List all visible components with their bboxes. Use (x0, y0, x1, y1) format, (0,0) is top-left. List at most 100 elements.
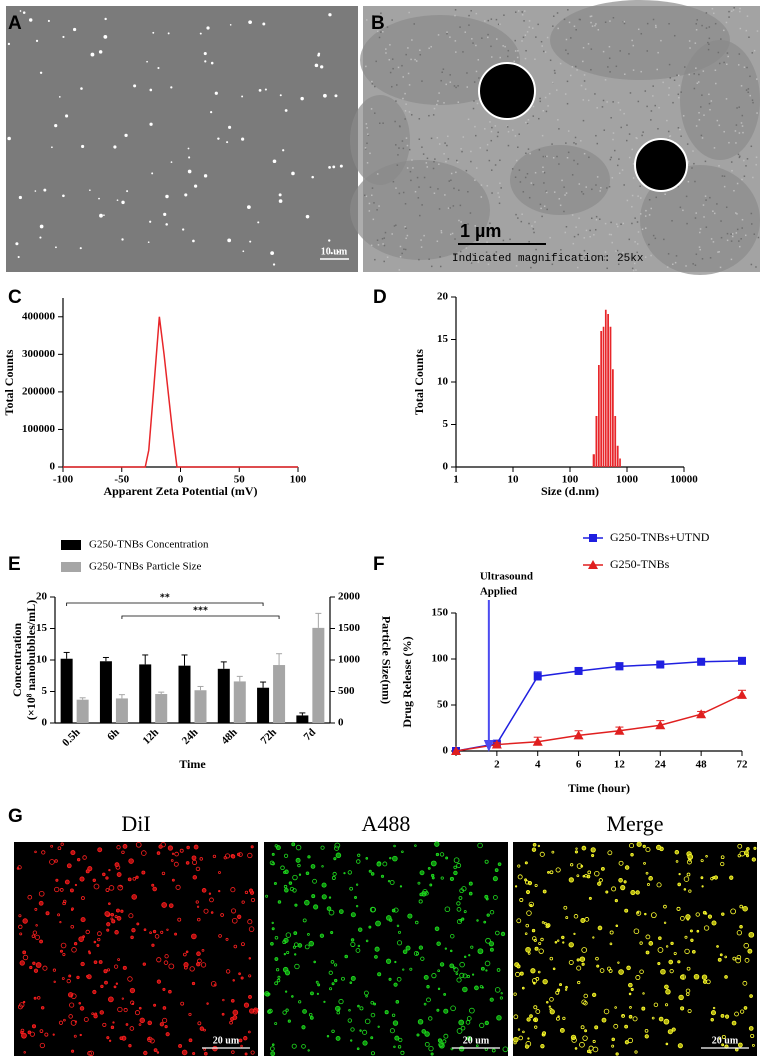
bubble-signal (237, 852, 241, 857)
bar (217, 668, 230, 723)
tem-grain (447, 207, 450, 209)
bubble-signal (396, 924, 400, 928)
tem-grain (433, 192, 436, 195)
bubble-signal (636, 911, 640, 914)
bubble-signal (417, 1019, 424, 1025)
tem-grain (551, 143, 553, 145)
bubble-signal (22, 918, 28, 924)
tem-grain (406, 234, 409, 237)
tem-grain (718, 62, 721, 65)
bubble-signal (147, 1037, 151, 1041)
bubble-signal (562, 1016, 566, 1020)
bubble-signal (577, 980, 581, 985)
bubble-signal (328, 970, 333, 975)
particle (43, 188, 47, 192)
bubble-signal (634, 1050, 638, 1054)
bubble-signal (55, 878, 59, 882)
tem-grain (374, 258, 376, 261)
tem-grain (576, 69, 578, 71)
tem-grain (573, 142, 575, 144)
bubble-signal (423, 974, 429, 980)
particle (249, 240, 252, 243)
bubble-signal (161, 871, 166, 876)
particle (22, 11, 26, 14)
bar (595, 416, 598, 467)
tem-grain (538, 149, 541, 151)
tem-grain (610, 221, 612, 224)
bubble-signal (428, 1045, 434, 1052)
particle (334, 94, 338, 98)
bubble-signal (243, 1002, 250, 1008)
tem-grain (441, 71, 443, 73)
tem-grain (486, 143, 489, 146)
y-tick-label: 200000 (22, 385, 56, 397)
bubble-signal (131, 894, 138, 900)
bar (155, 694, 168, 723)
tem-grain (472, 253, 474, 256)
tem-grain (709, 108, 711, 111)
bubble-signal (106, 968, 111, 972)
bubble-signal (285, 932, 292, 938)
tem-grain (477, 261, 480, 263)
bubble-signal (112, 1021, 115, 1024)
bubble-signal (496, 968, 501, 972)
bubble-signal (595, 956, 599, 961)
bubble-signal (394, 1035, 400, 1041)
particle (98, 50, 103, 54)
bubble-signal (437, 969, 441, 973)
tem-grain (370, 108, 373, 110)
tem-grain (730, 258, 733, 261)
tem-grain (456, 159, 458, 162)
tem-grain (426, 166, 429, 168)
y-tick-label: 300000 (22, 348, 56, 360)
bubble-signal (621, 1014, 625, 1018)
x-tick-label: 2 (494, 759, 500, 771)
bubble-signal (573, 932, 576, 936)
bubble-signal (168, 903, 174, 908)
bubble-signal (54, 886, 60, 893)
bubble-signal (350, 938, 355, 942)
legend-swatch (61, 562, 81, 572)
tem-grain (741, 218, 744, 221)
bubble-signal (119, 1036, 124, 1040)
bubble-signal (80, 917, 86, 923)
tem-grain (746, 158, 749, 160)
tem-grain (455, 86, 457, 89)
bubble-signal (60, 942, 67, 949)
tem-grain (546, 208, 548, 211)
particle (99, 213, 103, 218)
tem-grain (542, 171, 544, 173)
tem-grain (622, 21, 625, 23)
x-tick-label: 72 (737, 759, 749, 771)
bubble-signal (34, 934, 40, 940)
marker (451, 746, 461, 755)
bubble-signal (71, 947, 77, 953)
bubble-signal (538, 948, 544, 954)
tem-grain (554, 72, 556, 74)
tem-grain (753, 233, 756, 235)
particle (149, 88, 153, 92)
tem-grain (591, 217, 593, 220)
tem-grain (585, 229, 588, 232)
tem-grain (739, 10, 741, 13)
tem-grain (616, 249, 619, 252)
bubble-signal (594, 870, 600, 877)
tem-grain (402, 191, 405, 194)
bubble-signal (298, 873, 302, 876)
tem-grain (475, 70, 478, 73)
tem-grain (695, 212, 697, 214)
tem-grain (607, 66, 609, 68)
bubble-signal (517, 1028, 521, 1031)
bubble-signal (750, 1033, 755, 1039)
bubble-signal (291, 995, 294, 998)
tem-grain (573, 159, 575, 162)
tem-grain (524, 10, 526, 12)
tem-grain (679, 128, 681, 131)
tem-grain (467, 190, 469, 193)
particle (103, 35, 108, 39)
bubble-signal (79, 1033, 82, 1037)
bubble-signal (670, 941, 674, 946)
bubble-signal (415, 920, 419, 925)
bubble-signal (230, 887, 236, 893)
bubble-signal (68, 974, 72, 978)
